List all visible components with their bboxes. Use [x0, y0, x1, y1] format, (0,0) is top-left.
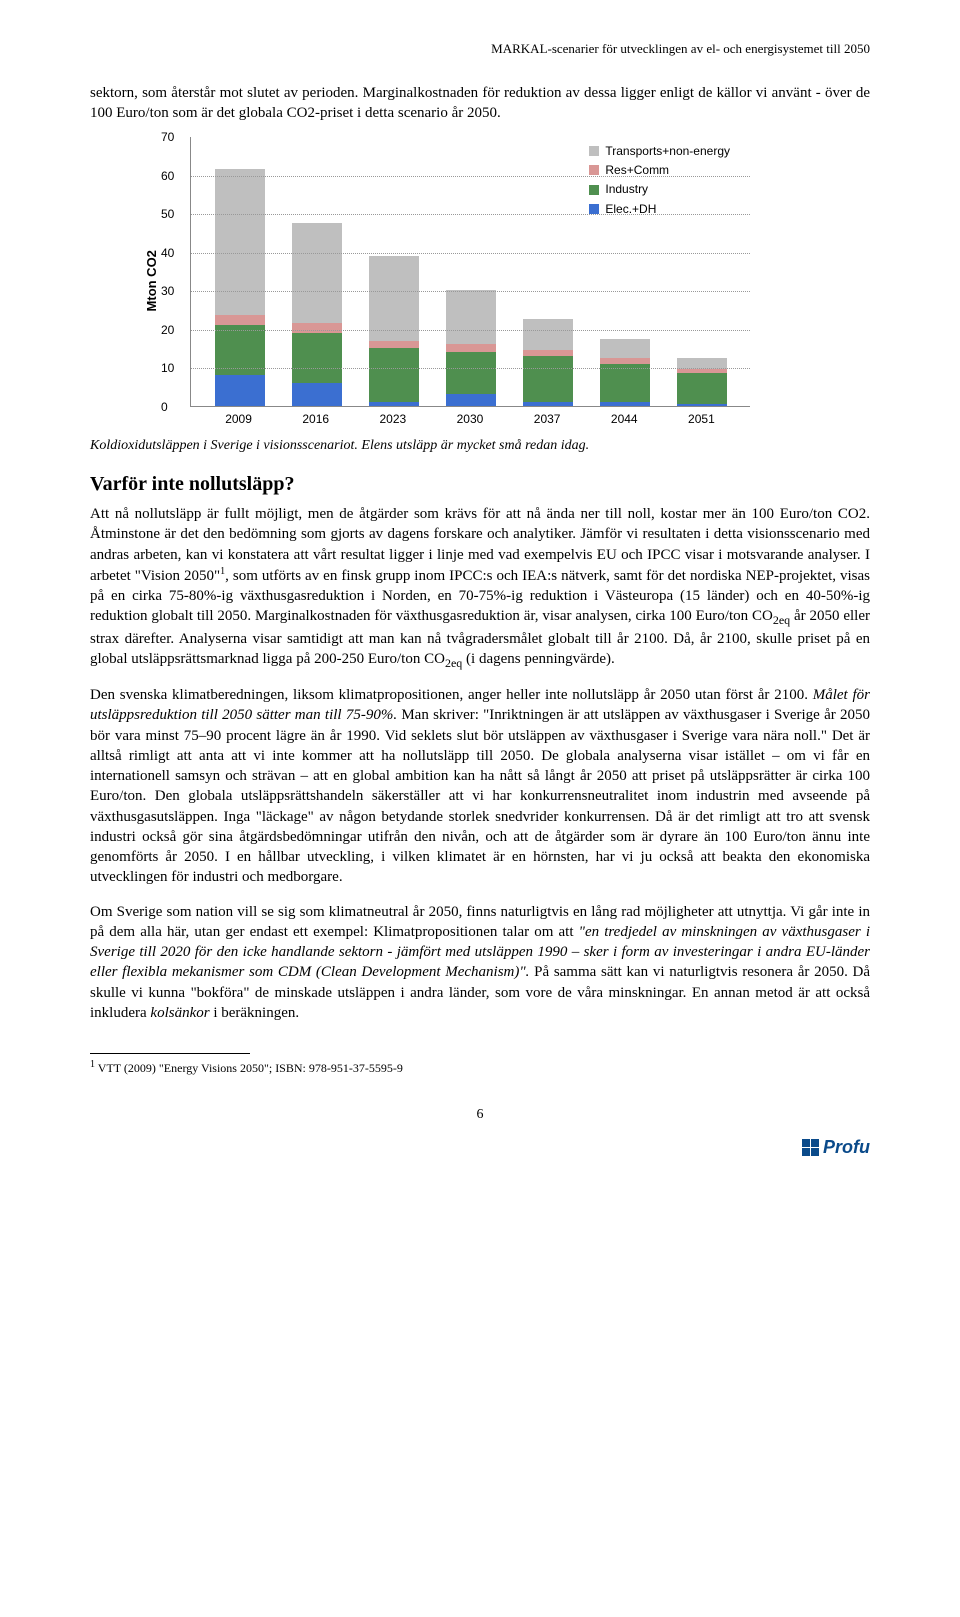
logo-icon	[802, 1139, 819, 1156]
chart-caption: Koldioxidutsläppen i Sverige i visionssc…	[90, 437, 870, 456]
footnote-separator	[90, 1053, 250, 1054]
paragraph-3: Den svenska klimatberedningen, liksom kl…	[90, 685, 870, 888]
page-header: MARKAL-scenarier för utvecklingen av el-…	[90, 40, 870, 58]
paragraph-intro: sektorn, som återstår mot slutet av peri…	[90, 83, 870, 124]
footnote: 1 VTT (2009) "Energy Visions 2050"; ISBN…	[90, 1058, 870, 1076]
section-heading: Varför inte nollutsläpp?	[90, 471, 870, 498]
footer-logo: Profu	[90, 1133, 870, 1160]
y-axis-label: Mton CO2	[143, 250, 161, 311]
co2-chart: Mton CO2 Transports+non-energyRes+CommIn…	[150, 137, 750, 427]
page-number: 6	[90, 1106, 870, 1125]
paragraph-4: Om Sverige som nation vill se sig som kl…	[90, 902, 870, 1024]
paragraph-2: Att nå nollutsläpp är fullt möjligt, men…	[90, 504, 870, 671]
